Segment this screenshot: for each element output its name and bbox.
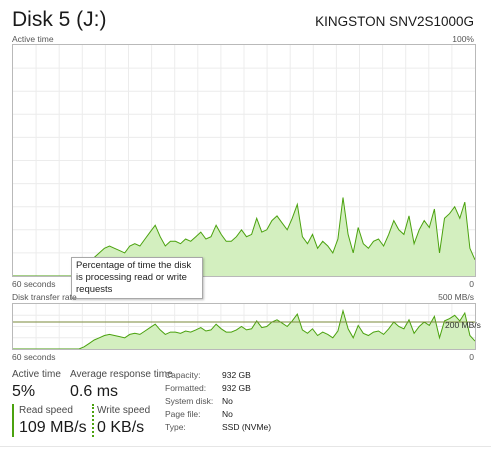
transfer-rate-series-line [13, 308, 475, 349]
disk-model: KINGSTON SNV2S1000G [315, 14, 474, 29]
read-speed-label: Read speed [19, 405, 73, 416]
property-row: System disk: No [165, 395, 271, 408]
transfer-rate-series-area [13, 310, 475, 349]
property-key: Type: [165, 422, 186, 432]
property-value: No [222, 409, 233, 419]
property-key: Page file: [165, 409, 201, 419]
bottom-divider [0, 446, 491, 447]
active-time-graph-min: 0 [469, 279, 474, 289]
property-value: No [222, 396, 233, 406]
active-time-graph-label: Active time [12, 34, 54, 44]
property-row: Capacity: 932 GB [165, 369, 271, 382]
property-row: Type: SSD (NVMe) [165, 421, 271, 434]
active-time-stat-value: 5% [12, 383, 36, 400]
active-time-tooltip: Percentage of time the disk is processin… [71, 257, 203, 299]
property-value: 932 GB [222, 370, 251, 380]
transfer-rate-ref-label: 200 MB/s [445, 320, 481, 330]
response-time-stat-label: Average response time [70, 369, 173, 380]
active-time-stat-label: Active time [12, 369, 61, 380]
write-speed-label: Write speed [97, 405, 151, 416]
response-time-stat-value: 0.6 ms [70, 383, 119, 400]
active-time-graph-duration: 60 seconds [12, 279, 56, 289]
write-speed-value: 0 KB/s [97, 419, 145, 436]
transfer-rate-graph-min: 0 [469, 352, 474, 362]
active-time-chart [13, 45, 475, 276]
read-speed-value: 109 MB/s [19, 419, 87, 436]
property-row: Page file: No [165, 408, 271, 421]
write-speed-indicator [92, 404, 94, 437]
property-key: System disk: [165, 396, 214, 406]
active-time-series-area [13, 197, 475, 276]
disk-title: Disk 5 (J:) [12, 8, 107, 31]
property-key: Formatted: [165, 383, 207, 393]
property-value: 932 GB [222, 383, 251, 393]
transfer-rate-graph-max: 500 MB/s [438, 292, 474, 302]
transfer-rate-graph-duration: 60 seconds [12, 352, 56, 362]
property-key: Capacity: [165, 370, 201, 380]
transfer-rate-chart [13, 304, 475, 349]
transfer-rate-graph-label: Disk transfer rate [12, 292, 77, 302]
property-value: SSD (NVMe) [222, 422, 272, 432]
transfer-rate-graph[interactable] [12, 303, 476, 350]
property-row: Formatted: 932 GB [165, 382, 271, 395]
active-time-graph-max: 100% [452, 34, 474, 44]
read-speed-indicator [12, 404, 14, 437]
active-time-graph[interactable] [12, 44, 476, 277]
disk-properties: Capacity: 932 GB Formatted: 932 GB System … [165, 369, 271, 434]
